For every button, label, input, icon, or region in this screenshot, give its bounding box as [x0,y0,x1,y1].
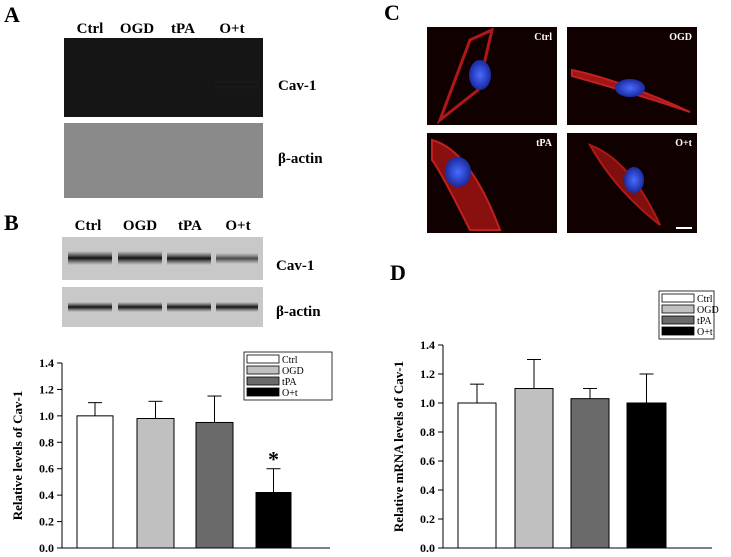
y-tick-label: 1.2 [39,382,54,396]
band-label: β-actin [276,304,321,320]
panel-label: D [390,260,406,285]
legend-label: tPA [282,377,297,388]
band-label: Cav-1 [278,78,316,94]
image-label: tPA [536,138,553,149]
micrograph: O+t [567,133,697,233]
blot-band [216,253,258,264]
y-tick-label: 1.4 [420,338,435,352]
lane-label: OGD [123,218,157,234]
legend-label: OGD [697,305,719,316]
blot-band [215,80,259,89]
y-tick-label: 0.0 [39,541,54,555]
y-tick-label: 0.6 [39,462,54,476]
blot-band [216,302,258,312]
panel-label: A [4,2,20,27]
micrograph: Ctrl [427,27,557,125]
bar [195,421,234,549]
legend-label: tPA [697,316,712,327]
bar [136,418,175,549]
y-tick-label: 1.4 [39,356,54,370]
micrograph: OGD [567,27,697,125]
image-label: O+t [675,138,692,149]
legend-swatch [661,304,695,314]
bar [570,398,610,549]
lane-label: O+t [225,218,250,234]
lane-label: tPA [178,218,202,234]
y-axis-label: Relative levels of Cav-1 [10,391,25,521]
y-tick-label: 0.4 [39,488,54,502]
legend-label: O+t [282,388,298,399]
blot-band [167,302,211,312]
y-tick-label: 1.0 [39,409,54,423]
legend-swatch [246,376,280,386]
micrograph: tPA [427,133,557,233]
blot-band [68,251,112,265]
y-tick-label: 0.2 [420,512,435,526]
panel-label: B [4,210,19,235]
legend-swatch [661,293,695,303]
image-label: OGD [669,32,692,43]
blot-band [68,302,112,312]
image-label: Ctrl [534,32,552,43]
legend-swatch [246,365,280,375]
legend-swatch [661,315,695,325]
bar [255,492,292,549]
band-label: Cav-1 [276,258,314,274]
annotation: * [268,447,279,472]
blot [64,38,263,117]
y-tick-label: 0.8 [39,435,54,449]
legend-label: Ctrl [697,294,713,305]
bar [76,415,114,549]
y-axis-label: Relative mRNA levels of Cav-1 [391,361,406,532]
lane-label: Ctrl [77,21,104,37]
legend-swatch [246,387,280,397]
blot-band [167,252,211,265]
bar [514,388,554,549]
y-tick-label: 0.8 [420,425,435,439]
lane-label: Ctrl [75,218,102,234]
lane-label: OGD [120,21,154,37]
y-tick-label: 1.0 [420,396,435,410]
legend-label: OGD [282,366,304,377]
y-tick-label: 1.2 [420,367,435,381]
legend-swatch [246,354,280,364]
band-label: β-actin [278,151,323,167]
blot-band [118,251,162,265]
y-tick-label: 0.4 [420,483,435,497]
legend-label: O+t [697,327,713,338]
lane-label: tPA [171,21,195,37]
y-tick-label: 0.6 [420,454,435,468]
legend-label: Ctrl [282,355,298,366]
y-tick-label: 0.0 [420,541,435,555]
lane-label: O+t [219,21,244,37]
bar [626,402,667,549]
panel-label: C [384,0,400,25]
blot-band [118,302,162,312]
legend-swatch [661,326,695,336]
y-tick-label: 0.2 [39,515,54,529]
bar [457,402,497,549]
blot [64,123,263,198]
